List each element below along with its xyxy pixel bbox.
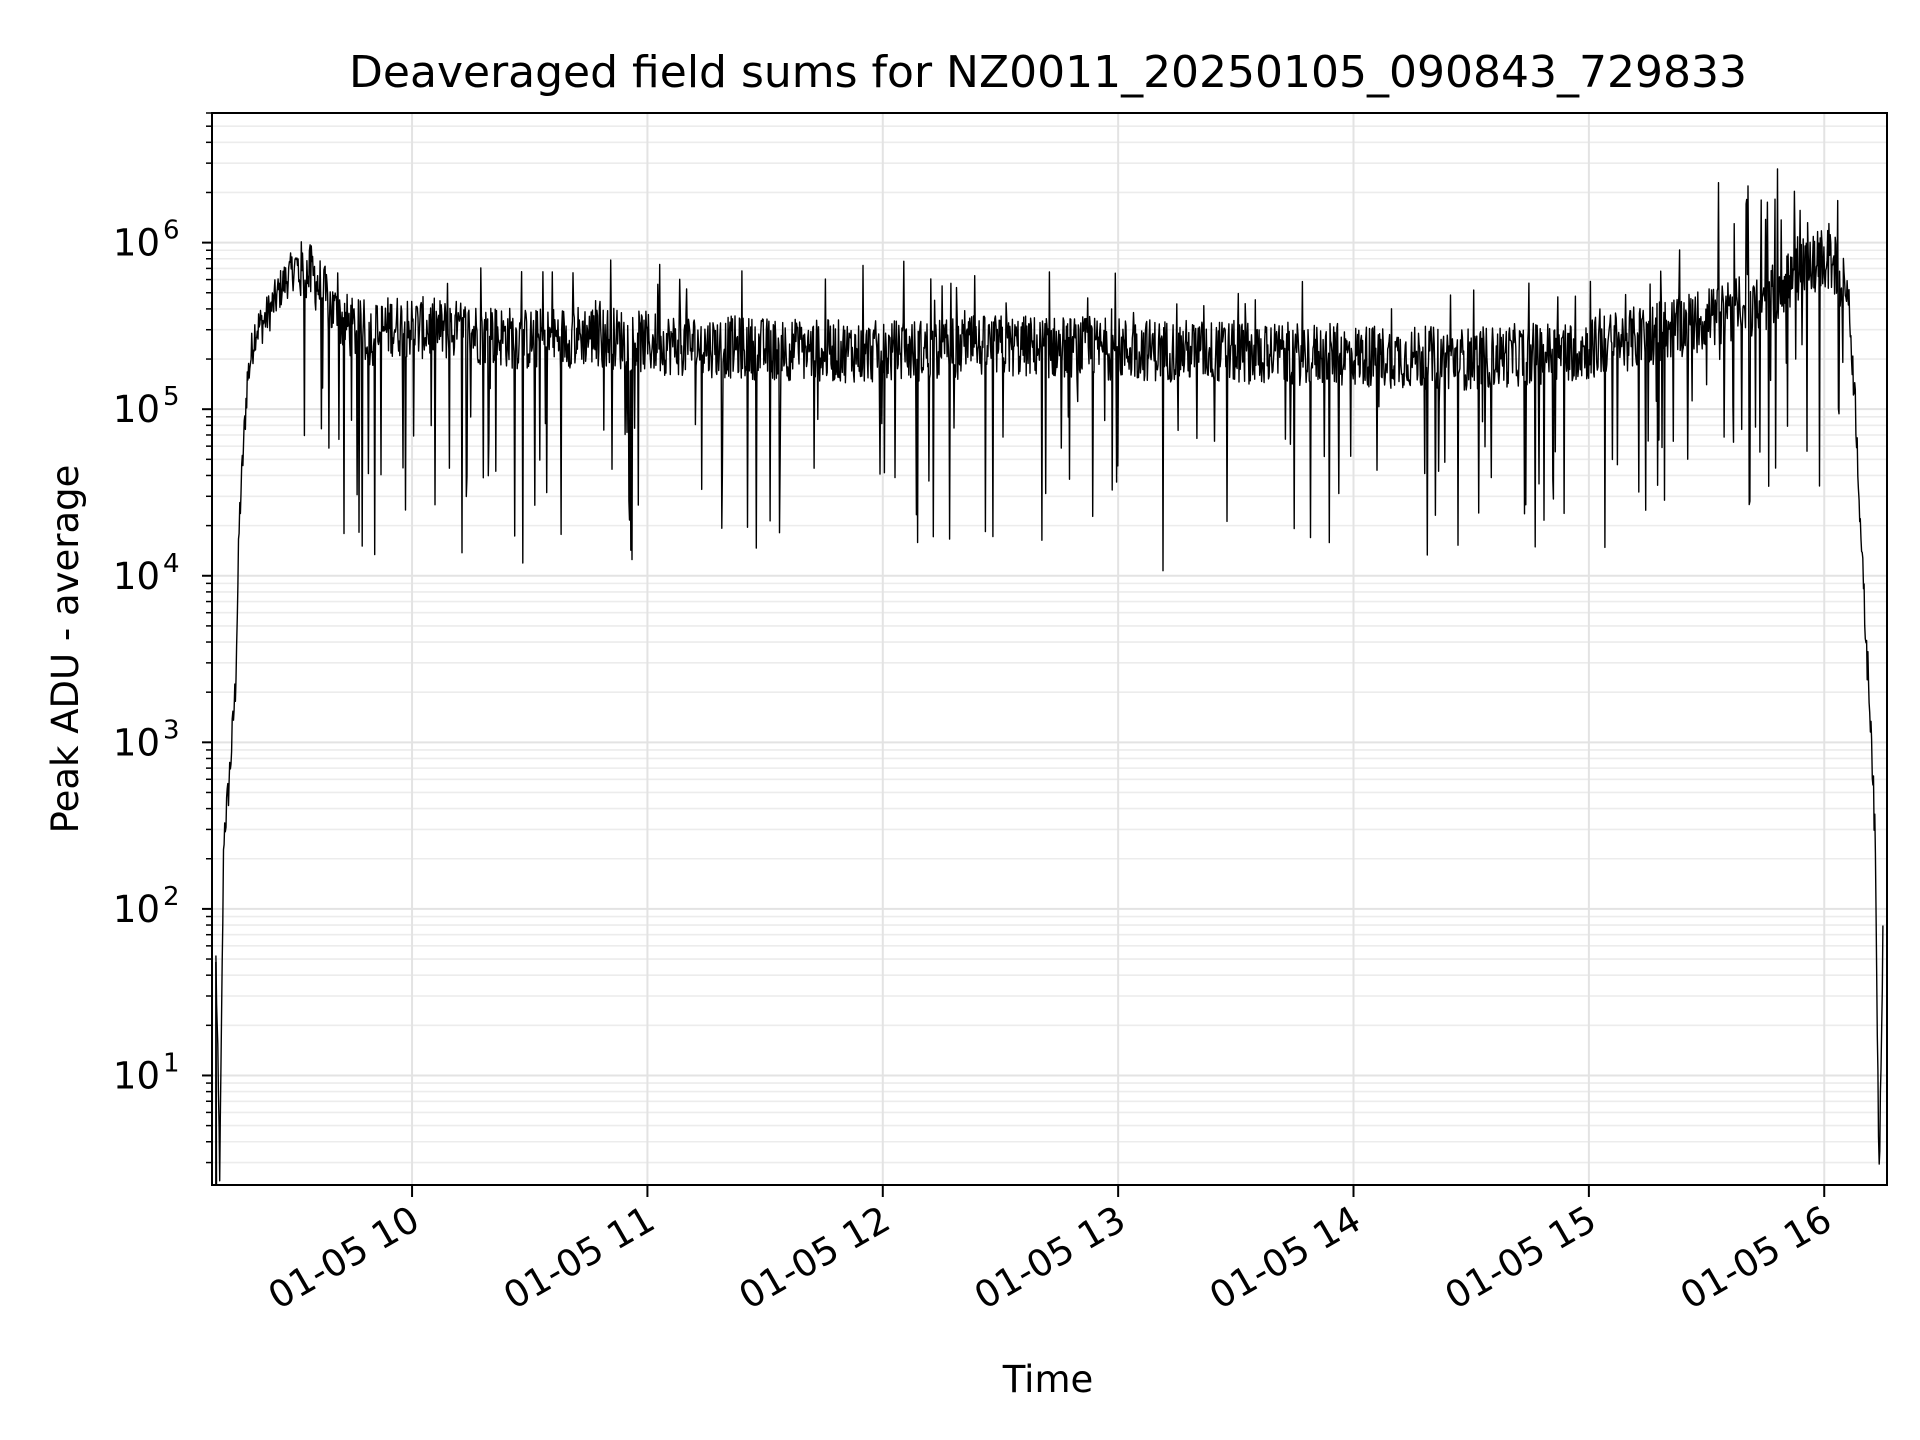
y-tick-exponent: 4 (163, 549, 180, 579)
y-tick-base: 10 (113, 888, 160, 931)
y-tick-label: 10 (113, 555, 160, 598)
y-tick-exponent: 1 (163, 1048, 180, 1078)
x-axis-label: Time (1002, 1358, 1094, 1401)
grid-major (212, 113, 1887, 1185)
y-axis-label: Peak ADU - average (44, 465, 87, 834)
series-line (215, 168, 1884, 1182)
y-tick-exponent: 5 (163, 382, 180, 412)
y-tick-base: 10 (113, 555, 160, 598)
series-group (215, 168, 1884, 1186)
y-tick-base: 10 (113, 1054, 160, 1097)
chart-title: Deaveraged field sums for NZ0011_2025010… (349, 47, 1747, 98)
y-tick-base: 10 (113, 721, 160, 764)
y-tick-exponent: 3 (163, 715, 180, 745)
plot-frame (211, 112, 1888, 1186)
y-tick-label: 10 (113, 1054, 160, 1097)
y-tick-label: 10 (113, 388, 160, 431)
grid-minor (212, 112, 1887, 1164)
y-tick-base: 10 (113, 222, 160, 265)
y-tick-exponent: 2 (163, 882, 180, 912)
y-tick-label: 10 (113, 888, 160, 931)
y-tick-exponent: 6 (163, 216, 180, 246)
plot-area (211, 112, 1888, 1186)
y-tick-label: 10 (113, 721, 160, 764)
y-tick-label: 10 (113, 222, 160, 265)
y-tick-base: 10 (113, 388, 160, 431)
